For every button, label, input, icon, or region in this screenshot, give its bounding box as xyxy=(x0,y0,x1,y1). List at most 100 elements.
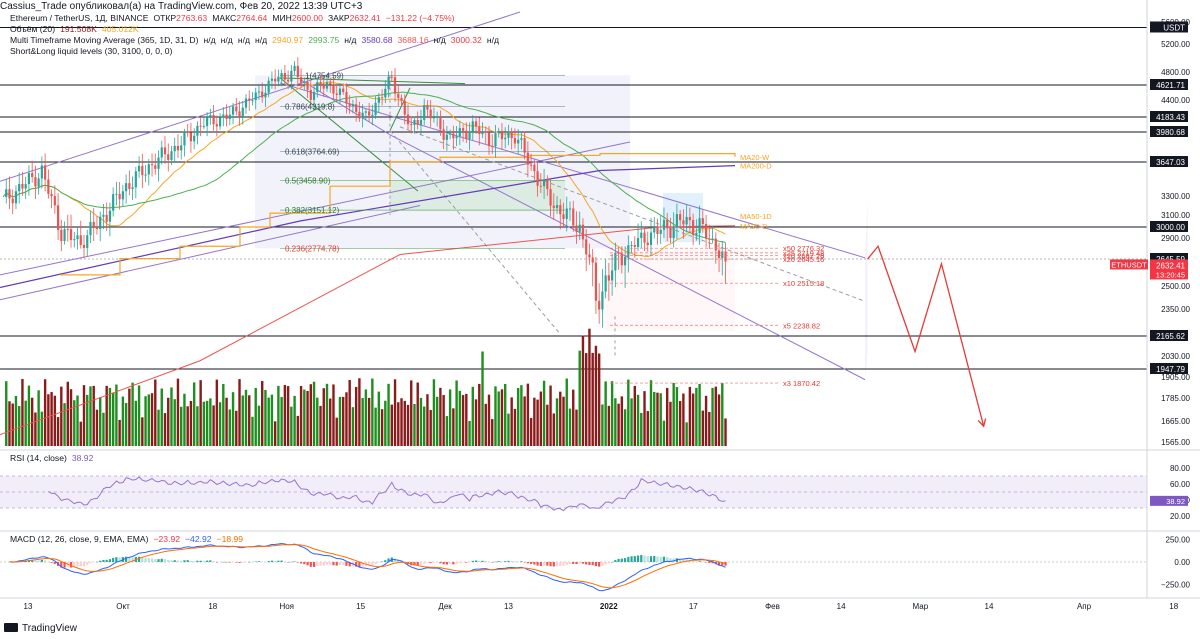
candle-body xyxy=(358,111,361,119)
macd-histogram-bar xyxy=(500,561,504,562)
candle-body xyxy=(5,189,8,197)
rsi-name[interactable]: RSI (14, close) xyxy=(10,453,67,463)
volume-bar xyxy=(523,396,526,446)
macd-histogram-bar xyxy=(636,555,640,562)
time-tick: 14 xyxy=(985,602,994,611)
volume-bar xyxy=(358,378,361,446)
candle-body xyxy=(711,238,714,240)
legend-rsi[interactable]: RSI (14, close) 38.92 xyxy=(10,453,98,464)
macd-histogram-bar xyxy=(478,560,481,562)
volume-name[interactable]: Объём (20) xyxy=(10,24,56,34)
macd-histogram-bar xyxy=(79,562,82,567)
volume-bar xyxy=(128,388,131,446)
candle-body xyxy=(406,114,410,125)
volume-bar xyxy=(630,398,633,446)
volume-bar xyxy=(439,387,442,446)
volume-bar xyxy=(290,406,293,446)
volume-bar xyxy=(620,396,624,446)
macd-histogram-bar xyxy=(296,562,299,563)
liquid-levels-name[interactable]: Short&Long liquid levels (30, 3100, 0, 0… xyxy=(10,46,173,56)
macd-histogram-bar xyxy=(141,557,144,562)
macd-histogram-bar xyxy=(199,560,202,562)
candle-body xyxy=(167,154,170,160)
candle-body xyxy=(575,225,578,232)
volume-bar xyxy=(429,409,432,446)
candle-body xyxy=(445,134,448,140)
price-axis[interactable]: 5600.005200.004800.004400.003300.003100.… xyxy=(1110,0,1191,598)
candle-body xyxy=(717,250,721,258)
candle-body xyxy=(692,220,695,235)
symbol-name[interactable]: Ethereum / TetherUS, 1Д, BINANCE xyxy=(10,13,149,23)
volume-bar xyxy=(37,390,40,446)
macd-histogram-bar xyxy=(449,562,452,565)
volume-bar xyxy=(491,419,494,446)
macd-histogram-bar xyxy=(413,562,416,566)
macd-histogram-bar xyxy=(160,558,163,562)
macd-histogram-bar xyxy=(231,562,235,563)
open-label: ОТКР xyxy=(153,13,177,23)
candle-body xyxy=(487,132,491,147)
volume-bar xyxy=(309,384,312,446)
candle-body xyxy=(121,191,124,200)
macd-tick: 250.00 xyxy=(1166,536,1191,545)
volume-bar xyxy=(21,379,24,446)
current-price-tag xyxy=(1150,259,1188,280)
rsi-tick: 80.00 xyxy=(1170,464,1191,473)
legend-macd[interactable]: MACD (12, 26, close, 9, EMA, EMA) −23.92−… xyxy=(10,534,248,545)
volume-bar xyxy=(568,408,572,446)
macd-histogram-bar xyxy=(283,561,286,562)
forecast-arrowhead xyxy=(977,418,987,428)
macd-histogram-bar xyxy=(73,562,76,568)
volume-bar xyxy=(419,397,423,446)
time-axis[interactable]: 13Окт18Ноя15Дек13202217Фев14Мар14Апр18Ма… xyxy=(24,602,1200,611)
macd-histogram-bar xyxy=(361,562,364,567)
legend-volume[interactable]: Объём (20) 191.508K 405.012K xyxy=(10,24,144,35)
macd-histogram-bar xyxy=(274,560,277,562)
legend-symbol[interactable]: Ethereum / TetherUS, 1Д, BINANCE ОТКР2763… xyxy=(10,13,460,24)
time-tick: 2022 xyxy=(600,602,618,611)
candle-body xyxy=(426,105,429,110)
macd-histogram-bar xyxy=(212,561,215,562)
macd-histogram-bar xyxy=(685,559,688,562)
macd-histogram-bar xyxy=(614,560,617,562)
volume-bar xyxy=(73,400,76,446)
macd-histogram-bar xyxy=(222,561,225,563)
candle-body xyxy=(335,93,338,95)
volume-bar xyxy=(601,404,604,446)
volume-bar xyxy=(147,394,150,446)
mtf-ma-name[interactable]: Multi Timeframe Moving Average (365, 1D,… xyxy=(10,35,199,45)
macd-histogram-bar xyxy=(510,560,513,562)
volume-bar xyxy=(591,352,594,446)
candle-body xyxy=(176,145,180,151)
macd-histogram-bar xyxy=(530,562,533,564)
macd-name[interactable]: MACD (12, 26, close, 9, EMA, EMA) xyxy=(10,534,149,544)
forecast-path xyxy=(867,244,987,428)
legend-mtf-ma[interactable]: Multi Timeframe Moving Average (365, 1D,… xyxy=(10,35,504,46)
volume-bar xyxy=(115,384,118,446)
volume-bar xyxy=(170,387,173,446)
candle-body xyxy=(306,82,309,90)
candle-body xyxy=(630,245,633,247)
legend-liquid-levels[interactable]: Short&Long liquid levels (30, 3100, 0, 0… xyxy=(10,46,177,57)
volume-bar xyxy=(238,379,241,446)
volume-bar xyxy=(539,391,543,446)
macd-histogram-bar xyxy=(50,562,53,563)
volume-bar xyxy=(711,387,714,446)
macd-pane xyxy=(0,542,1200,599)
macd-histogram-bar xyxy=(125,556,128,562)
time-tick: 14 xyxy=(837,602,846,611)
candle-body xyxy=(44,165,47,180)
volume-bar xyxy=(342,396,345,446)
macd-histogram-bar xyxy=(261,561,264,563)
ma200d-line xyxy=(0,165,736,289)
candle-body xyxy=(274,78,277,82)
volume-bar xyxy=(306,391,309,446)
volume-bar xyxy=(627,379,630,446)
candle-body xyxy=(241,107,244,117)
candle-body xyxy=(474,121,478,127)
channel-line xyxy=(299,78,391,136)
macd-histogram-bar xyxy=(248,561,251,563)
volume-bar xyxy=(588,328,591,446)
tradingview-logo[interactable]: TradingView xyxy=(4,622,77,636)
